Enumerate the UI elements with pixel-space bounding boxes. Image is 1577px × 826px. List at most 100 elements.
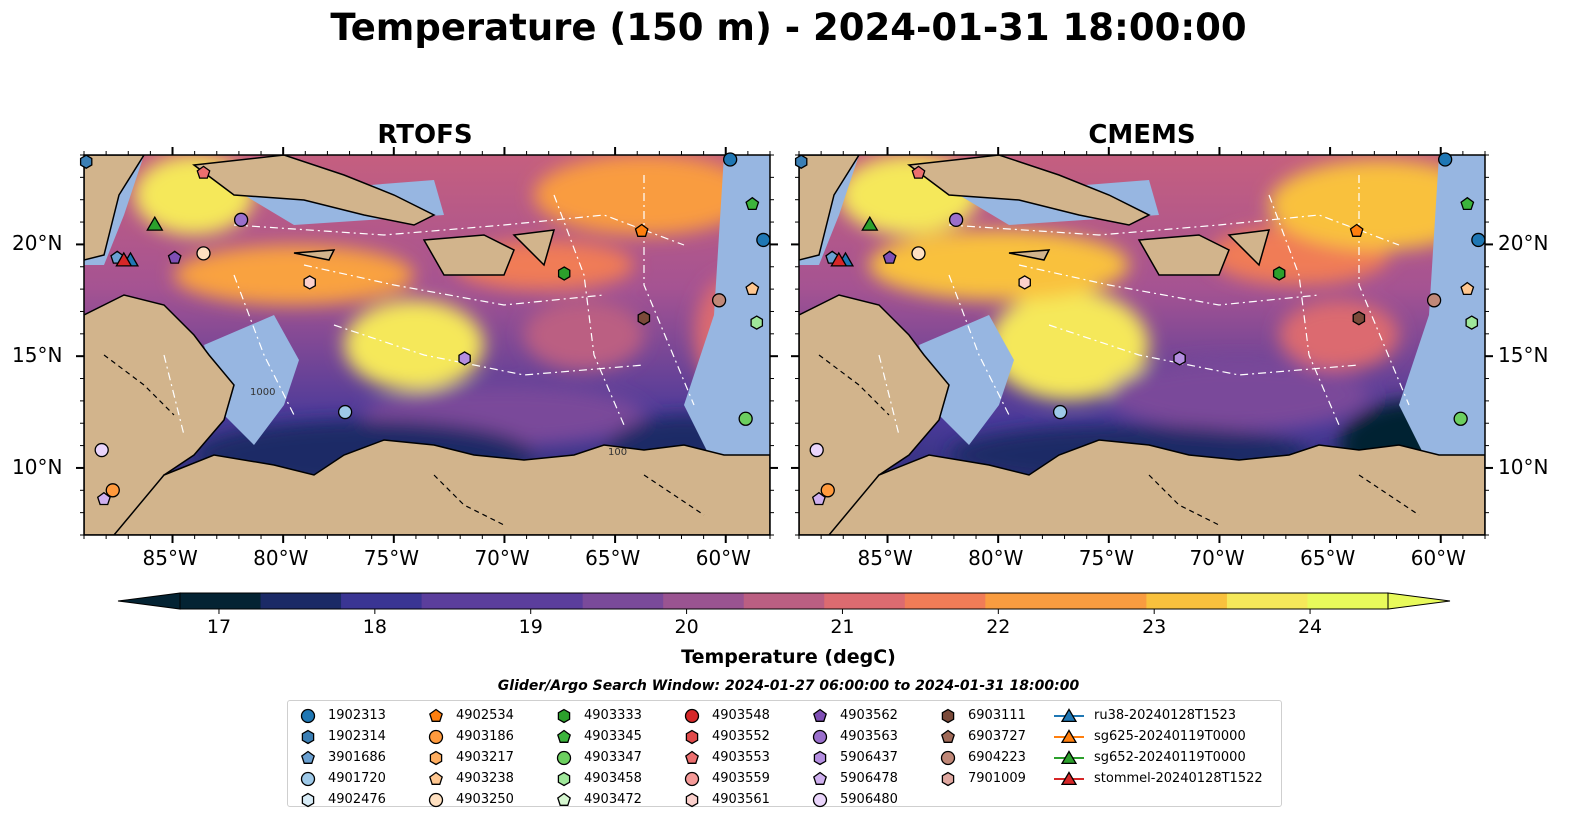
legend-float-icon <box>941 771 955 786</box>
axis-ticks <box>76 147 1493 543</box>
legend-glider-icon <box>1060 728 1078 743</box>
legend-label: stommel-20240128T1522 <box>1094 771 1263 786</box>
colorbar-bin <box>582 593 664 609</box>
legend-float-icon <box>301 729 315 744</box>
legend-label: 6903111 <box>968 708 1026 723</box>
legend-float-icon <box>941 729 955 743</box>
legend-marker <box>1054 749 1084 764</box>
colorbar-bin <box>341 593 423 609</box>
float-marker-6904223 <box>1426 293 1442 308</box>
legend-label: 4903562 <box>840 708 898 723</box>
glider-marker-stommel-20240128T1522 <box>830 251 848 267</box>
legend-float-icon <box>556 750 572 765</box>
legend-marker <box>301 729 315 744</box>
legend-item: sg625-20240119T0000 <box>1054 726 1263 747</box>
legend-item: 5906480 <box>810 789 898 810</box>
legend-label: 1902314 <box>328 729 386 744</box>
legend-marker <box>429 708 443 722</box>
legend-label: 4903186 <box>456 729 514 744</box>
legend-marker <box>429 750 443 765</box>
float-marker-4903458 <box>750 315 764 330</box>
legend-float-icon <box>685 750 699 764</box>
eez-boundaries <box>163 175 695 436</box>
float-marker-4903562 <box>167 250 182 264</box>
legend-float-icon <box>812 729 828 744</box>
legend-item: 6904223 <box>938 747 1026 768</box>
legend-marker <box>428 792 444 807</box>
legend-float-icon <box>301 792 315 807</box>
lat-label: 10°N <box>1498 454 1549 479</box>
eez-boundaries <box>878 175 1410 436</box>
float-marker-4903345 <box>1460 196 1475 211</box>
legend-item: stommel-20240128T1522 <box>1054 768 1263 789</box>
legend-item: 4903345 <box>554 726 642 747</box>
float-marker-5906478 <box>811 491 826 506</box>
float-marker-5906478 <box>96 491 111 506</box>
legend-marker <box>429 771 443 785</box>
legend-label: 4902534 <box>456 708 514 723</box>
colorbar-bin <box>260 593 342 609</box>
legend-float-icon <box>684 708 700 723</box>
legend-label: 5906480 <box>840 792 898 807</box>
country-borders <box>818 354 1420 526</box>
colorbar-bin <box>502 593 584 609</box>
colorbar-bin <box>1226 593 1308 609</box>
lon-label: 60°W <box>1410 546 1466 570</box>
legend: 1902313 1902314 3901686 4901720 4902476 49025… <box>287 700 1282 807</box>
float-marker-4903238 <box>745 281 760 296</box>
colorbar-outline <box>179 592 1389 610</box>
glider-marker-sg652-20240119T0000 <box>146 215 164 231</box>
legend-label: sg625-20240119T0000 <box>1094 729 1246 744</box>
legend-float-icon <box>813 708 827 722</box>
legend-float-icon <box>300 771 316 786</box>
legend-item: ru38-20240128T1523 <box>1054 705 1263 726</box>
lat-label: 15°N <box>12 343 63 368</box>
legend-label: 4903458 <box>584 771 642 786</box>
legend-item: 4903217 <box>426 747 514 768</box>
float-marker-1902314 <box>79 154 93 169</box>
legend-float-icon <box>557 771 571 786</box>
legend-marker <box>941 729 955 743</box>
legend-item: 5906478 <box>810 768 898 789</box>
legend-marker <box>812 729 828 744</box>
legend-float-icon <box>300 708 316 723</box>
lat-label: 20°N <box>1498 231 1549 256</box>
colorbar-tick-label: 20 <box>674 616 699 638</box>
legend-marker <box>684 771 700 786</box>
legend-glider-icon <box>1060 770 1078 785</box>
lon-label: 80°W <box>968 546 1024 570</box>
legend-label: 4901720 <box>328 771 386 786</box>
legend-float-icon <box>429 771 443 785</box>
lat-label: 10°N <box>12 454 63 479</box>
lon-label: 70°W <box>474 546 530 570</box>
colorbar <box>117 592 1451 614</box>
legend-item: 4903552 <box>682 726 770 747</box>
legend-item: 4903548 <box>682 705 770 726</box>
float-marker-4902534 <box>1349 223 1364 237</box>
legend-label: 4903472 <box>584 792 642 807</box>
colorbar-ticks: 17 18 19 20 21 22 23 24 <box>0 616 1577 646</box>
legend-item: 3901686 <box>298 747 386 768</box>
legend-item: 1902313 <box>298 705 386 726</box>
float-marker-4903345 <box>745 196 760 211</box>
float-marker-5906480 <box>94 442 109 458</box>
legend-marker <box>428 729 444 744</box>
glider-marker-sg652-20240119T0000 <box>861 215 879 231</box>
legend-column: 1902313 1902314 3901686 4901720 4902476 <box>298 705 386 810</box>
colorbar-extend-high <box>1387 592 1451 610</box>
legend-float-icon <box>685 792 699 807</box>
colorbar-tick-label: 19 <box>518 616 543 638</box>
legend-item: 4903250 <box>426 789 514 810</box>
legend-float-icon <box>685 729 699 744</box>
legend-label: 4902476 <box>328 792 386 807</box>
map-figure: 1000 100 <box>76 147 1493 614</box>
legend-label: sg652-20240119T0000 <box>1094 750 1246 765</box>
legend-label: 5906478 <box>840 771 898 786</box>
float-markers <box>79 152 1486 506</box>
legend-label: 3901686 <box>328 750 386 765</box>
legend-column: 6903111 6903727 6904223 7901009 <box>938 705 1026 789</box>
lon-label: 65°W <box>1300 546 1356 570</box>
float-marker-1902314 <box>794 154 808 169</box>
colorbar-tick-label: 23 <box>1142 616 1167 638</box>
legend-marker <box>941 708 955 723</box>
